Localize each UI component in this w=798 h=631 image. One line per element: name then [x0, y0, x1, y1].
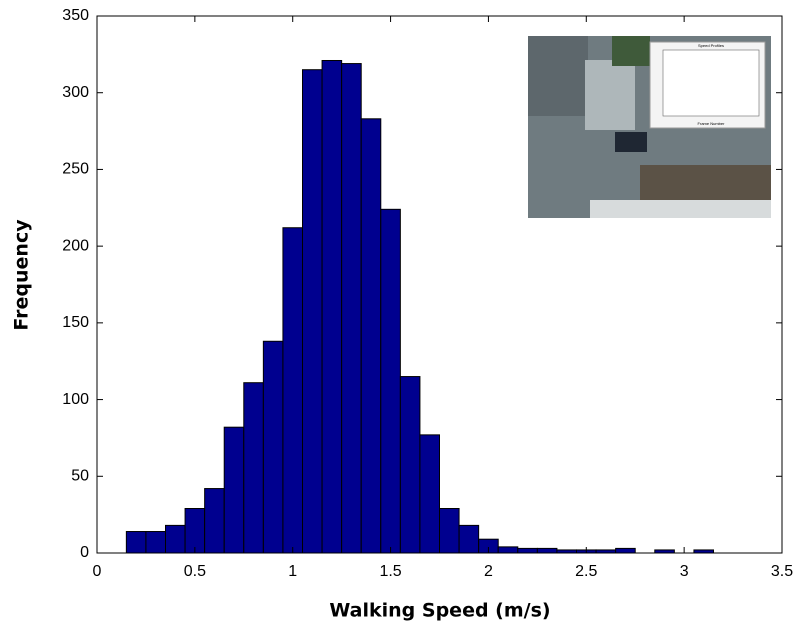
plot-frame — [96, 15, 783, 554]
photo-sidewalk — [585, 60, 635, 130]
y-tick-label: 150 — [62, 314, 89, 331]
inset-plot-box — [662, 49, 760, 117]
bar — [223, 426, 245, 554]
inset-x-label: Frame Number — [698, 121, 726, 126]
bar — [282, 227, 303, 554]
photo-trees — [612, 36, 650, 66]
y-tick-label: 350 — [62, 7, 89, 24]
x-tick-label: 2.5 — [575, 563, 597, 580]
bar — [380, 208, 401, 554]
bar — [341, 63, 362, 554]
y-tick-label: 0 — [80, 544, 89, 561]
photo-road — [528, 36, 588, 116]
bar — [125, 531, 147, 554]
bar — [184, 508, 206, 554]
photo-car — [615, 132, 647, 152]
bar — [262, 340, 284, 554]
bar — [145, 531, 167, 554]
x-tick-label: 0.5 — [184, 563, 206, 580]
bar — [204, 488, 225, 554]
bar — [243, 382, 264, 554]
bar — [517, 547, 538, 554]
bar — [165, 524, 186, 554]
bar — [302, 69, 323, 554]
x-tick-label: 1.5 — [379, 563, 401, 580]
bar — [458, 524, 480, 554]
bar — [399, 376, 421, 554]
x-tick-label: 0 — [93, 563, 102, 580]
y-tick-label: 250 — [62, 161, 89, 178]
bar — [419, 434, 440, 554]
x-tick-label: 1 — [288, 563, 297, 580]
x-tick-label: 3 — [680, 563, 689, 580]
x-tick-label: 3.5 — [771, 563, 793, 580]
bar — [439, 508, 460, 554]
y-tick-label: 100 — [62, 391, 89, 408]
y-axis-label: Frequency — [11, 219, 33, 331]
bar — [615, 547, 636, 554]
bar — [536, 547, 558, 554]
y-tick-label: 300 — [62, 84, 89, 101]
x-axis-label: Walking Speed (m/s) — [329, 600, 550, 622]
y-tick-label: 50 — [71, 468, 89, 485]
inset-photo: Speed Profiles Frame Number — [528, 36, 771, 218]
bar — [497, 546, 519, 554]
bar — [321, 59, 343, 554]
y-tick-label: 200 — [62, 237, 89, 254]
x-tick-label: 2 — [484, 563, 493, 580]
inset-title: Speed Profiles — [698, 43, 724, 48]
bar — [360, 118, 382, 554]
photo-building — [590, 200, 771, 218]
